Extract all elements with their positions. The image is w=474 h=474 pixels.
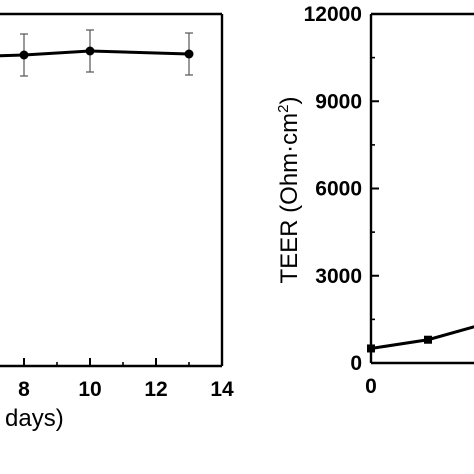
left-x-axis-label: days) <box>5 405 64 432</box>
right-y-axis-label-close: ) <box>276 96 303 104</box>
left-x-tick-label: 12 <box>144 378 167 401</box>
right-y-tick-label: 12000 <box>304 3 362 26</box>
right-y-axis-label-superscript: 2 <box>275 104 292 112</box>
left-x-tick-label: 10 <box>78 378 101 401</box>
right-series-line <box>370 325 474 350</box>
right-y-tick-label: 3000 <box>315 265 362 288</box>
left-data-point <box>184 49 194 59</box>
right-y-axis-label-main: TEER (Ohm·cm <box>276 113 303 284</box>
left-data-point <box>19 50 29 60</box>
left-series-line <box>0 49 190 58</box>
right-y-tick-label: 6000 <box>315 178 362 201</box>
left-x-tick-label: 8 <box>18 378 30 401</box>
left-data-point <box>85 46 95 56</box>
right-chart-panel: 0 3000 6000 9000 12000 0 TEER (Ohm·cm2) <box>275 3 474 398</box>
right-data-point <box>367 344 375 353</box>
right-y-tick-label: 9000 <box>315 90 362 113</box>
right-data-point <box>424 335 432 344</box>
right-x-tick-label: 0 <box>365 375 377 398</box>
left-chart-panel: 8 10 12 14 days) <box>0 12 234 432</box>
right-y-axis-label: TEER (Ohm·cm2) <box>275 96 303 283</box>
left-x-tick-label: 14 <box>210 378 234 401</box>
right-y-tick-label: 0 <box>350 352 362 375</box>
